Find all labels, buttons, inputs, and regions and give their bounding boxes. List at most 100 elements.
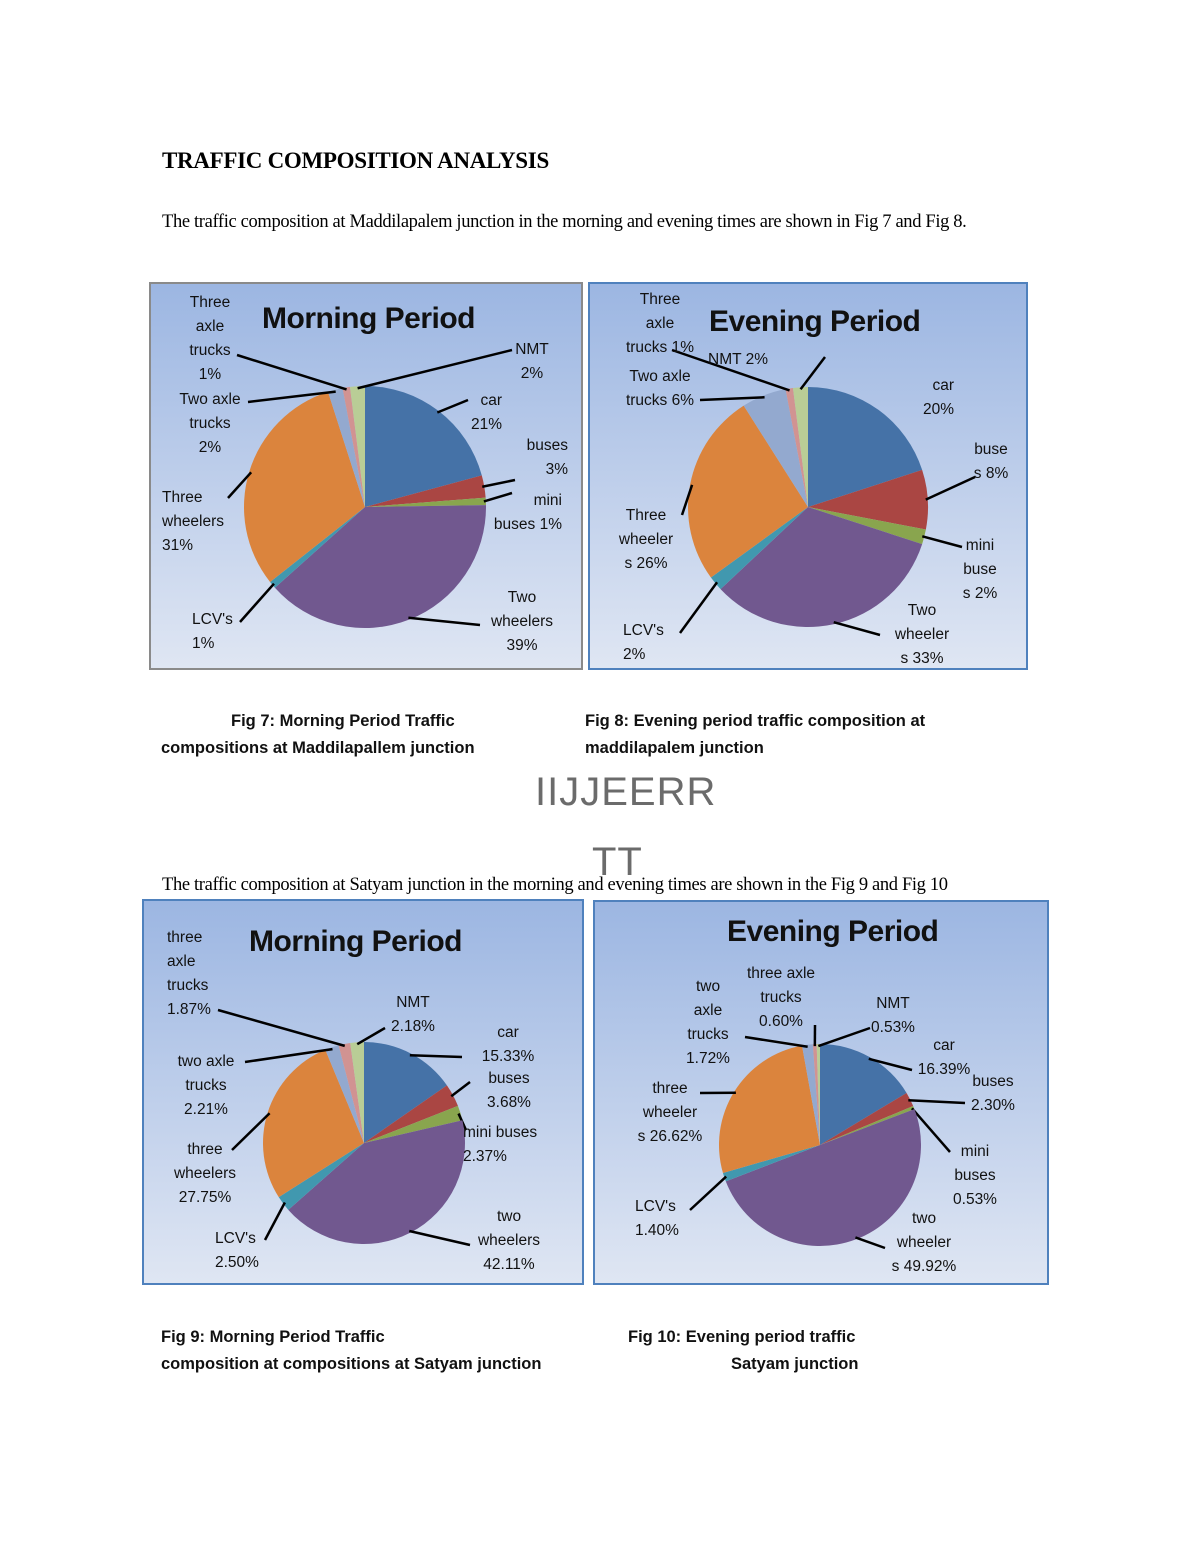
data-label-two-axle-trucks: Two axle trucks 6% [625,368,695,409]
pie-slice-car [364,1042,447,1143]
data-label-three-axle-trucks: three axle trucks 1.87% [167,929,211,1018]
leader-line-three-axle-trucks [671,348,790,392]
pie-slice-three-wheelers [262,1049,364,1198]
leader-line-mini-buses [483,491,513,503]
leader-line-buses [908,1099,966,1105]
pie-slice-mini-buses [364,1105,463,1143]
data-label-three-axle-trucks: Three axle trucks 1% [189,294,231,383]
leader-line-nmt [356,1026,386,1046]
leader-line-two-axle-trucks [699,396,765,402]
data-label-buses: buses 2.30% [971,1073,1015,1114]
leader-line-car [868,1057,913,1072]
data-label-buses: buses 3% [526,437,568,478]
pie-svg [227,348,516,628]
data-label-two-axle-trucks: Two axle trucks 2% [179,391,241,456]
pie-slice-nmt [349,386,365,507]
data-label-three-wheelers: Three wheeler s 26% [618,507,674,572]
data-label-three-axle-trucks: Three axle trucks 1% [625,291,695,356]
pie-slice-mini-buses [365,497,486,507]
pie-slice-mini-buses [820,1105,915,1145]
figure-caption: Fig 9: Morning Period Traffic [161,1328,385,1346]
pie-slice-nmt [816,1044,820,1145]
data-label-two-wheelers: two wheelers 42.11% [477,1208,541,1273]
leader-line-three-axle-trucks [217,1008,346,1048]
pie-slice-two-wheelers [274,505,486,628]
pie-slice-two-wheelers [720,507,923,627]
data-label-nmt: NMT 2.18% [391,994,435,1035]
leader-line-lcv [689,1175,728,1211]
data-label-nmt: NMT 0.53% [871,995,915,1036]
data-label-lcv: LCV's 1.40% [635,1198,679,1239]
pie-slice-two-wheelers [288,1120,465,1244]
pie-slice-lcv [722,1145,820,1182]
figure-caption: Fig 8: Evening period traffic compositio… [585,712,926,730]
pie-svg [217,1008,471,1247]
data-label-two-wheelers: Two wheeler s 33% [894,602,950,667]
leader-line-buses [482,478,516,488]
pie-slice-three-axle-trucks [338,1042,364,1143]
section-heading: TRAFFIC COMPOSITION ANALYSIS [162,148,549,173]
leader-line-three-wheelers [680,484,694,516]
data-label-mini-buses: mini buses 0.53% [953,1143,997,1208]
leader-line-car [409,1054,463,1059]
pie-slice-two-wheelers [725,1109,921,1246]
data-label-nmt: NMT 2% [708,351,769,368]
pie-slice-car [820,1044,907,1145]
leader-line-buses [450,1081,471,1098]
pie-slice-two-axle-trucks [327,388,365,507]
data-label-three-wheelers: Three wheelers 31% [162,489,225,554]
data-label-car: car 16.39% [917,1037,971,1078]
figure-caption: Fig 10: Evening period traffic [628,1328,856,1346]
satyam-paragraph: The traffic composition at Satyam juncti… [162,875,948,895]
data-label-buses: buses 3.68% [487,1070,531,1111]
chart-morning-maddilapalem [149,282,583,670]
data-label-car: car 21% [470,392,502,433]
leader-line-lcv [263,1201,286,1241]
pie-slice-three-axle-trucks [785,387,808,507]
data-label-two-wheelers: Two wheelers 39% [490,589,554,654]
pie-slice-mini-buses [808,507,926,545]
leader-line-nmt [817,1026,871,1048]
pie-slice-buses [364,1085,458,1143]
leader-line-lcv [239,582,275,623]
chart-title: Morning Period [249,925,463,958]
data-label-car: car 15.33% [481,1024,535,1065]
pie-slice-nmt [350,1042,364,1143]
data-label-two-axle-trucks: two axle trucks 2.21% [177,1053,235,1118]
intro-paragraph: The traffic composition at Maddilapalem … [162,212,967,232]
pie-slice-lcv [270,507,365,588]
data-label-three-wheelers: three wheelers 27.75% [173,1141,237,1206]
leader-line-buses [925,475,976,501]
leader-line-mini-buses [921,535,963,549]
pie-slice-buses [365,475,486,507]
pie-slice-lcv [710,507,808,590]
pie-slice-three-wheelers [244,391,365,583]
figure-caption: Satyam junction [731,1355,859,1373]
pie-slice-car [365,386,482,507]
figure-caption: composition at compositions at Satyam ju… [161,1355,542,1373]
data-label-mini-buses: mini buses 1% [493,492,562,533]
data-label-mini-buses: mini buses 2.37% [463,1124,538,1165]
data-label-lcv: LCV's 1% [192,611,233,652]
figure-caption: maddilapalem junction [585,739,764,757]
leader-line-two-axle-trucks [244,1047,333,1064]
data-label-two-axle-trucks: two axle trucks 1.72% [686,978,730,1067]
leader-line-two-wheelers [833,620,881,637]
leader-line-lcv [678,581,719,634]
data-label-buses: buse s 8% [973,441,1009,482]
watermark: TT [592,840,643,884]
figure-caption: Fig 7: Morning Period Traffic [231,712,455,730]
leader-line-three-wheelers [227,471,253,499]
data-label-lcv: LCV's 2% [623,622,664,663]
leader-line-car [436,398,469,414]
watermark: IIJJEERR [535,770,717,814]
chart-title: Morning Period [262,302,476,335]
pie-slice-three-wheelers [688,405,808,578]
data-label-three-axle-trucks: three axle trucks 0.60% [746,965,816,1030]
data-label-three-wheelers: three wheeler s 26.62% [637,1080,703,1145]
pie-slice-buses [820,1092,914,1145]
chart-evening-satyam [593,900,1049,1285]
data-label-lcv: LCV's 2.50% [215,1230,259,1271]
leader-line-two-wheelers [855,1236,886,1250]
leader-line-mini-buses [910,1107,951,1153]
